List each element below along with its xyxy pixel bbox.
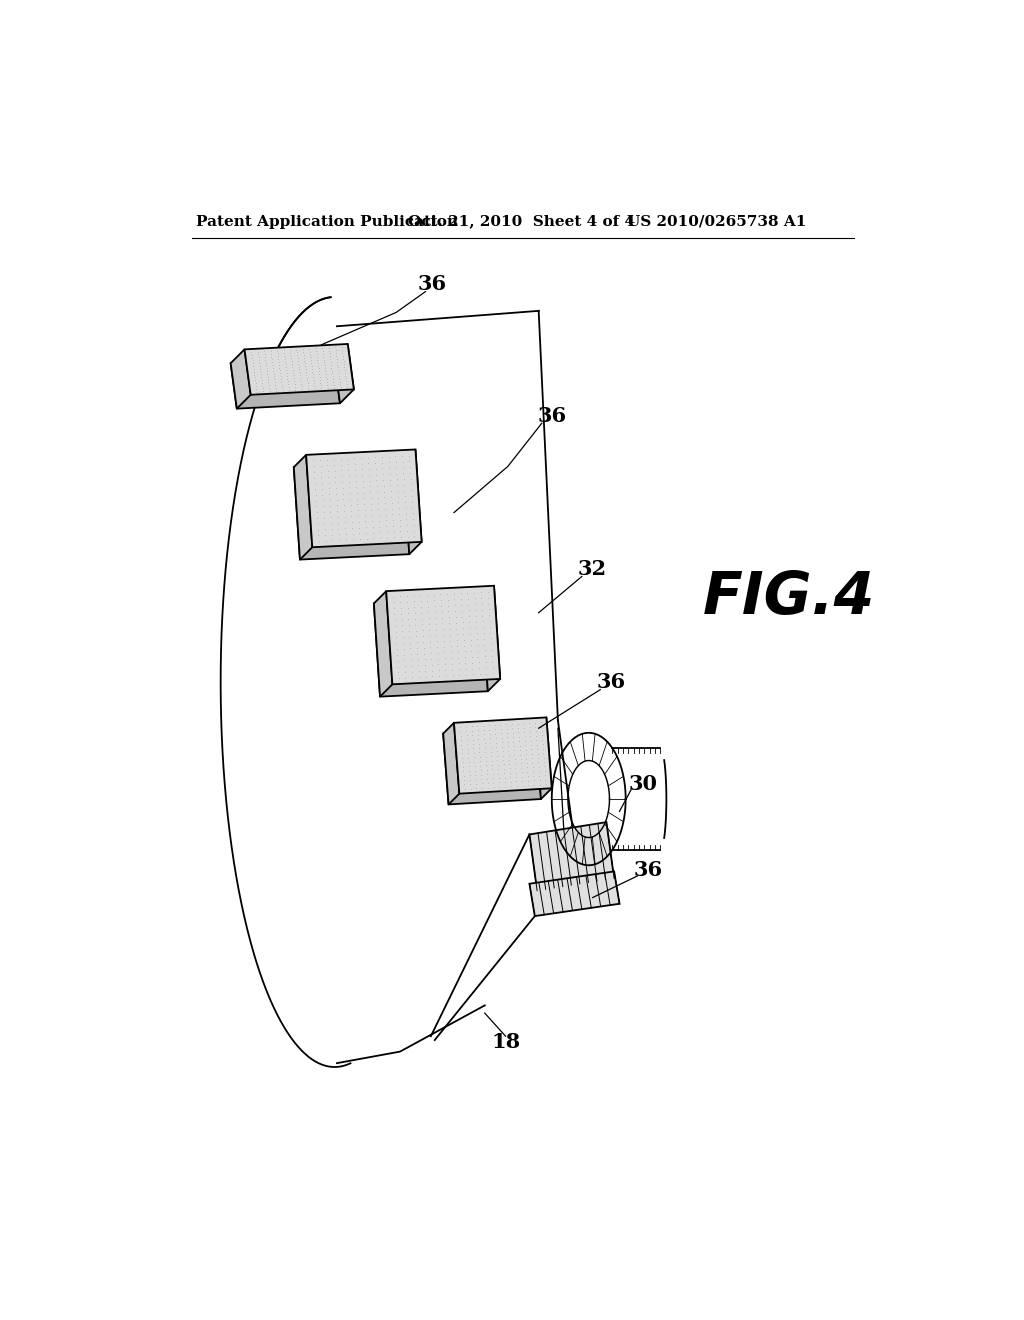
Polygon shape (374, 591, 392, 697)
Text: 30: 30 (628, 774, 657, 793)
Polygon shape (374, 598, 487, 697)
Polygon shape (294, 455, 312, 560)
Polygon shape (536, 718, 552, 799)
Polygon shape (386, 586, 500, 684)
Polygon shape (334, 345, 354, 404)
Polygon shape (306, 449, 422, 548)
Polygon shape (529, 822, 614, 891)
Text: FIG.4: FIG.4 (702, 569, 876, 626)
Polygon shape (245, 345, 354, 395)
Polygon shape (443, 729, 541, 804)
Polygon shape (454, 718, 552, 793)
Polygon shape (443, 723, 460, 804)
Text: 36: 36 (634, 859, 663, 880)
Polygon shape (230, 358, 340, 409)
Polygon shape (529, 871, 620, 916)
Text: 32: 32 (578, 558, 607, 578)
Polygon shape (230, 350, 251, 409)
Polygon shape (403, 449, 422, 554)
Text: US 2010/0265738 A1: US 2010/0265738 A1 (628, 215, 807, 228)
Polygon shape (294, 462, 410, 560)
Text: 36: 36 (538, 407, 567, 426)
Text: 36: 36 (596, 672, 626, 692)
Text: Oct. 21, 2010  Sheet 4 of 4: Oct. 21, 2010 Sheet 4 of 4 (408, 215, 635, 228)
Polygon shape (481, 586, 500, 692)
Text: 36: 36 (418, 275, 446, 294)
Text: Patent Application Publication: Patent Application Publication (196, 215, 458, 228)
Text: 18: 18 (490, 1032, 520, 1052)
